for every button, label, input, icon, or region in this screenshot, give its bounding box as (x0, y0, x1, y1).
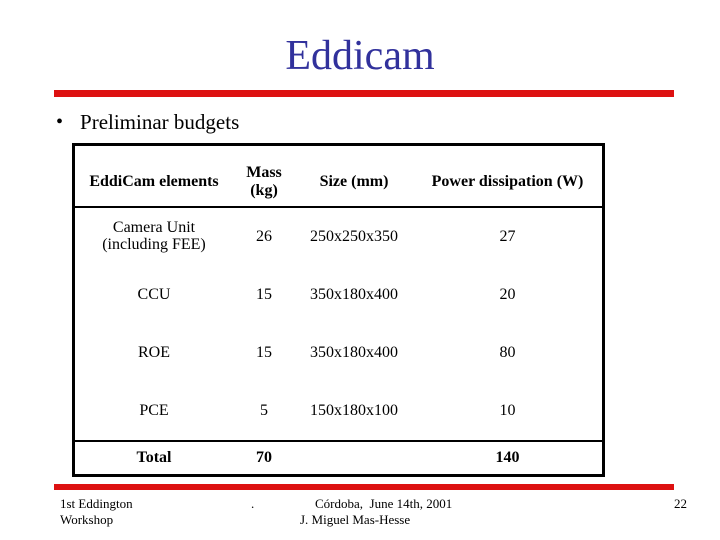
cell-power: 80 (499, 344, 516, 361)
cell-total-power: 140 (495, 449, 520, 466)
footer-separator-dot: . (251, 496, 255, 511)
cell-total-label: Total (136, 449, 172, 466)
cell-mass: 26 (256, 228, 272, 245)
footer-divider-rule (54, 484, 674, 490)
header-separator-line (75, 206, 602, 208)
cell-size: 350x180x400 (310, 344, 398, 361)
footer-event-line1: 1st Eddington (60, 496, 133, 511)
cell-element: PCE (139, 402, 169, 419)
column-header-power: Power dissipation (W) (431, 173, 584, 190)
bullet-item: • Preliminar budgets (56, 110, 239, 134)
footer-location-date: Córdoba, June 14th, 2001 (315, 496, 453, 511)
footer-event-line2: Workshop (60, 512, 114, 527)
cell-mass: 15 (256, 286, 272, 303)
footer-left-block: 1st Eddington Workshop (60, 496, 133, 528)
budget-table: EddiCam elements Mass (kg) Size (mm) Pow… (72, 143, 605, 477)
cell-element: ROE (138, 344, 170, 361)
table-row-camera-unit: Camera Unit (including FEE) 26 250x250x3… (75, 208, 602, 266)
page-number: 22 (674, 496, 687, 511)
cell-power: 20 (499, 286, 516, 303)
cell-size: 250x250x350 (310, 228, 398, 245)
bullet-icon: • (56, 111, 64, 133)
table-row-pce: PCE 5 150x180x100 10 (75, 382, 602, 440)
cell-power: 27 (499, 228, 516, 245)
cell-element-line2: (including FEE) (102, 236, 206, 253)
bullet-text: Preliminar budgets (80, 110, 240, 134)
title-divider-rule (54, 90, 674, 97)
column-header-size: Size (mm) (319, 173, 389, 190)
table-row-roe: ROE 15 350x180x400 80 (75, 324, 602, 382)
cell-total-mass: 70 (256, 449, 272, 466)
cell-element-line1: Camera Unit (112, 219, 196, 237)
cell-element: Camera Unit (including FEE) (75, 219, 233, 254)
cell-size: 150x180x100 (310, 402, 398, 419)
slide-title: Eddicam (285, 33, 435, 79)
cell-mass: 5 (260, 402, 268, 419)
footer-author: J. Miguel Mas-Hesse (300, 512, 411, 527)
column-header-mass: Mass (kg) (246, 164, 282, 199)
column-header-elements: EddiCam elements (89, 173, 219, 190)
table-row-ccu: CCU 15 350x180x400 20 (75, 266, 602, 324)
cell-size: 350x180x400 (310, 286, 398, 303)
cell-power: 10 (499, 402, 516, 419)
cell-mass: 15 (256, 344, 272, 361)
cell-element: CCU (137, 286, 171, 303)
table-row-total: Total 70 140 (75, 442, 602, 474)
table-header-row: EddiCam elements Mass (kg) Size (mm) Pow… (75, 146, 602, 206)
total-separator-line (75, 440, 602, 442)
